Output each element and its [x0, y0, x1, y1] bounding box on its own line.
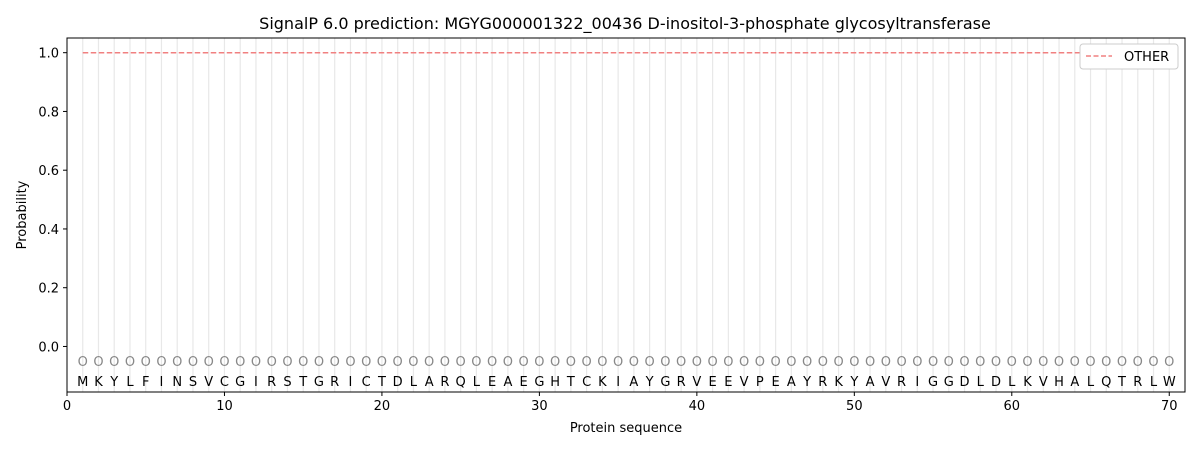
- region-label: O: [707, 355, 717, 370]
- x-tick-label: 40: [689, 399, 706, 414]
- region-label: O: [267, 355, 277, 370]
- x-tick-label: 20: [374, 399, 391, 414]
- region-label: O: [912, 355, 922, 370]
- region-label: O: [896, 355, 906, 370]
- region-label: O: [739, 355, 749, 370]
- y-tick-label: 0.8: [38, 105, 59, 120]
- region-label: O: [597, 355, 607, 370]
- region-label: O: [1148, 355, 1158, 370]
- region-label: O: [204, 355, 214, 370]
- region-label: O: [629, 355, 639, 370]
- region-label: O: [660, 355, 670, 370]
- region-label: O: [503, 355, 513, 370]
- region-label: O: [755, 355, 765, 370]
- region-label: O: [519, 355, 529, 370]
- region-label: O: [156, 355, 166, 370]
- legend-box: [1079, 43, 1179, 70]
- x-tick-label: 50: [846, 399, 863, 414]
- region-label: O: [1164, 355, 1174, 370]
- region-label: O: [78, 355, 88, 370]
- region-label: O: [944, 355, 954, 370]
- y-tick-label: 0.4: [38, 223, 59, 238]
- region-label: O: [314, 355, 324, 370]
- region-label: O: [959, 355, 969, 370]
- region-label: O: [330, 355, 340, 370]
- y-tick-label: 1.0: [38, 47, 59, 62]
- region-label: O: [345, 355, 355, 370]
- residue-sequence: MKYLFINSVCGIRSTGRICTDLARQLEAEGHTCKIAYGRV…: [77, 375, 1176, 390]
- region-label: O: [219, 355, 229, 370]
- x-tick-label: 0: [63, 399, 71, 414]
- region-label: O: [251, 355, 261, 370]
- region-label: O: [377, 355, 387, 370]
- region-label: O: [818, 355, 828, 370]
- y-tick-label: 0.6: [38, 164, 59, 179]
- region-label: O: [865, 355, 875, 370]
- region-label: O: [393, 355, 403, 370]
- region-label: O: [125, 355, 135, 370]
- region-label: O: [1007, 355, 1017, 370]
- x-tick-label: 60: [1004, 399, 1021, 414]
- region-label: O: [1038, 355, 1048, 370]
- region-label: O: [298, 355, 308, 370]
- region-label: O: [723, 355, 733, 370]
- x-tick-label: 30: [531, 399, 548, 414]
- region-label: O: [613, 355, 623, 370]
- region-label: O: [1133, 355, 1143, 370]
- region-label: O: [566, 355, 576, 370]
- region-label: O: [109, 355, 119, 370]
- region-label: O: [881, 355, 891, 370]
- chart-title: SignalP 6.0 prediction: MGYG000001322_00…: [259, 14, 991, 34]
- region-label: O: [141, 355, 151, 370]
- region-label: O: [1117, 355, 1127, 370]
- legend-label-other: OTHER: [1124, 50, 1169, 65]
- region-label: O: [770, 355, 780, 370]
- region-label: O: [550, 355, 560, 370]
- region-label: O: [93, 355, 103, 370]
- region-label: O: [928, 355, 938, 370]
- region-label: O: [172, 355, 182, 370]
- plot-frame: [66, 37, 1186, 393]
- x-axis-label: Protein sequence: [570, 421, 682, 436]
- y-axis-label: Probability: [15, 180, 30, 249]
- y-tick-label: 0.2: [38, 282, 59, 297]
- region-label: O: [534, 355, 544, 370]
- region-label: O: [235, 355, 245, 370]
- region-label: O: [424, 355, 434, 370]
- region-label: O: [1070, 355, 1080, 370]
- region-label: O: [408, 355, 418, 370]
- region-label: O: [361, 355, 371, 370]
- region-label: O: [1101, 355, 1111, 370]
- x-tick-label: 70: [1161, 399, 1178, 414]
- region-label: O: [440, 355, 450, 370]
- x-tick-label: 10: [216, 399, 233, 414]
- region-label: O: [471, 355, 481, 370]
- region-label: O: [1022, 355, 1032, 370]
- region-label: O: [786, 355, 796, 370]
- region-label: O: [582, 355, 592, 370]
- region-label: O: [833, 355, 843, 370]
- region-label: O: [282, 355, 292, 370]
- region-label: O: [645, 355, 655, 370]
- region-label: O: [802, 355, 812, 370]
- region-label: O: [188, 355, 198, 370]
- region-label: O: [1085, 355, 1095, 370]
- legend: OTHER: [1079, 43, 1179, 70]
- y-tick-label: 0.0: [38, 340, 59, 355]
- region-label: O: [849, 355, 859, 370]
- region-label: O: [991, 355, 1001, 370]
- region-label: O: [692, 355, 702, 370]
- region-label: O: [975, 355, 985, 370]
- region-label: O: [1054, 355, 1064, 370]
- region-label: O: [676, 355, 686, 370]
- region-label: O: [456, 355, 466, 370]
- region-label: O: [487, 355, 497, 370]
